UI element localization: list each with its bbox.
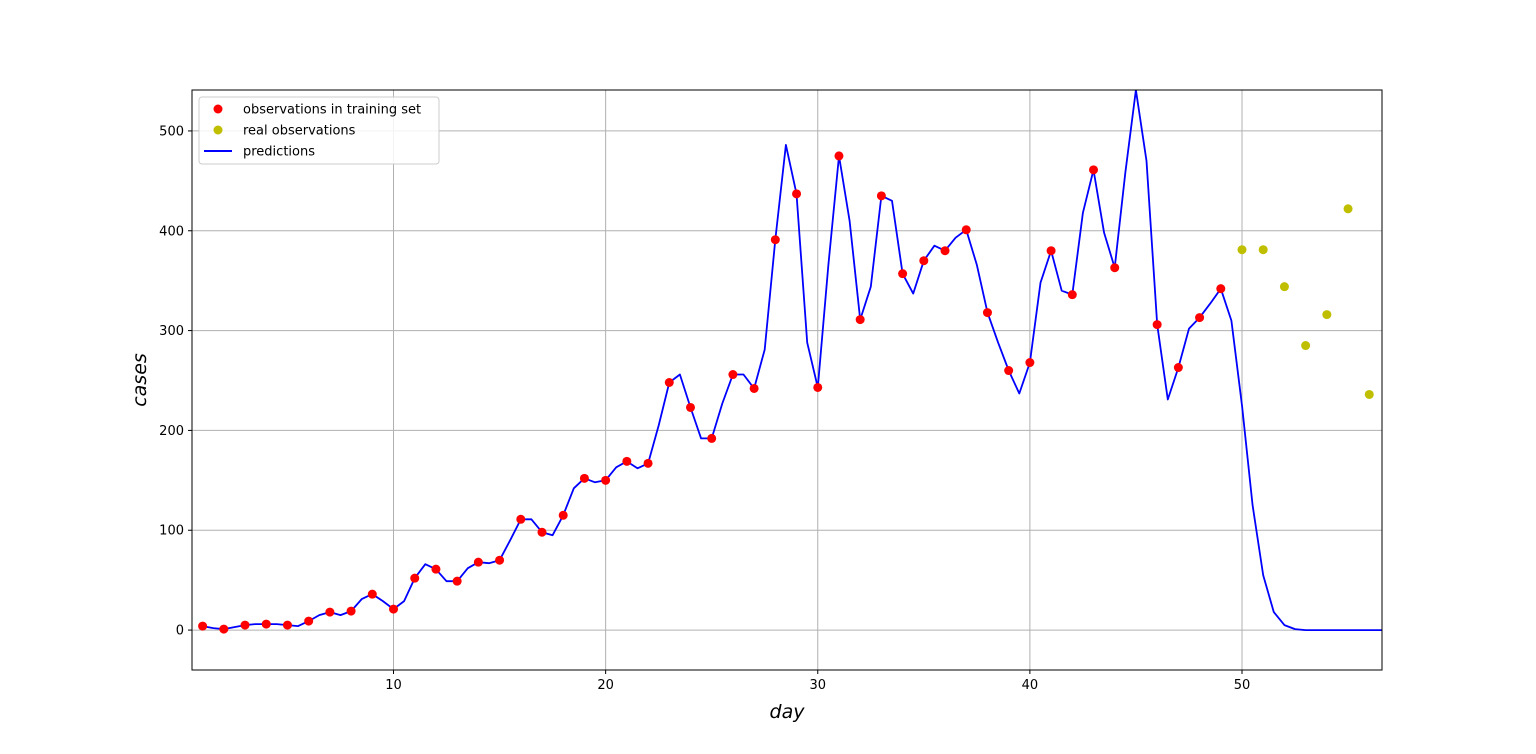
training-point — [1089, 165, 1099, 175]
x-tick-label: 10 — [385, 678, 402, 693]
x-tick-label: 40 — [1022, 678, 1039, 693]
y-tick-label: 500 — [159, 124, 184, 139]
real-observation-point — [1364, 389, 1374, 399]
x-tick-label: 20 — [597, 678, 614, 693]
training-point — [1025, 358, 1035, 368]
training-point — [1152, 320, 1162, 330]
real-observation-point — [1237, 245, 1247, 255]
x-tick-label: 30 — [809, 678, 826, 693]
training-point — [1067, 290, 1077, 300]
training-point — [728, 370, 738, 380]
training-point — [982, 308, 992, 318]
plot-frame — [191, 89, 1383, 671]
training-point — [219, 624, 229, 634]
real-observation-point — [1301, 341, 1311, 351]
training-point — [389, 604, 399, 614]
legend: observations in training set real observ… — [198, 96, 440, 165]
training-point — [770, 235, 780, 245]
training-point — [452, 576, 462, 586]
y-tick-label: 200 — [159, 424, 184, 439]
real-observation-point — [1279, 282, 1289, 292]
predictions-line — [202, 90, 1382, 631]
training-point — [1195, 313, 1205, 323]
real-observation-point — [1258, 245, 1268, 255]
training-point — [198, 621, 208, 631]
training-point — [1216, 284, 1226, 294]
training-point — [1004, 366, 1014, 376]
training-point — [537, 527, 547, 537]
y-tick-label: 0 — [176, 624, 184, 639]
training-point — [685, 402, 695, 412]
training-point — [601, 475, 611, 485]
grid-lines — [192, 90, 1382, 670]
training-point — [919, 256, 929, 266]
training-point — [473, 557, 483, 567]
training-point — [431, 564, 441, 574]
training-point — [346, 606, 356, 616]
training-point — [664, 377, 674, 387]
training-point — [579, 473, 589, 483]
legend-label-training: observations in training set — [243, 103, 421, 118]
y-tick-label: 300 — [159, 324, 184, 339]
legend-box — [198, 96, 440, 165]
legend-label-predictions: predictions — [243, 145, 315, 160]
training-point — [325, 607, 335, 617]
plot-area — [198, 90, 1382, 634]
legend-label-real: real observations — [243, 124, 356, 139]
training-point — [367, 589, 377, 599]
training-point — [1173, 363, 1183, 373]
real-observation-point — [1343, 204, 1353, 214]
training-point — [240, 620, 250, 630]
training-point — [1046, 246, 1056, 256]
training-point — [813, 382, 823, 392]
training-point — [834, 151, 844, 161]
training-point — [792, 189, 802, 199]
training-point — [516, 514, 526, 524]
real-observation-point — [1322, 310, 1332, 320]
training-point — [876, 191, 886, 201]
training-point — [898, 269, 908, 279]
training-point — [1110, 263, 1120, 273]
training-point — [410, 573, 420, 583]
training-point — [282, 620, 292, 630]
x-tick-label: 50 — [1234, 678, 1251, 693]
y-axis-label: cases — [129, 353, 151, 407]
y-tick-label: 100 — [159, 524, 184, 539]
training-point — [749, 383, 759, 393]
training-point — [495, 555, 505, 565]
training-point — [855, 315, 865, 325]
training-point — [643, 458, 653, 468]
legend-marker-training — [213, 104, 223, 114]
training-point — [261, 619, 271, 629]
training-point — [558, 510, 568, 520]
training-point — [622, 456, 632, 466]
legend-marker-real — [213, 125, 223, 135]
x-axis-label: day — [770, 701, 806, 723]
y-tick-label: 400 — [159, 224, 184, 239]
training-point — [961, 225, 971, 235]
training-point — [304, 616, 314, 626]
training-point — [707, 433, 717, 443]
training-point — [940, 246, 950, 256]
